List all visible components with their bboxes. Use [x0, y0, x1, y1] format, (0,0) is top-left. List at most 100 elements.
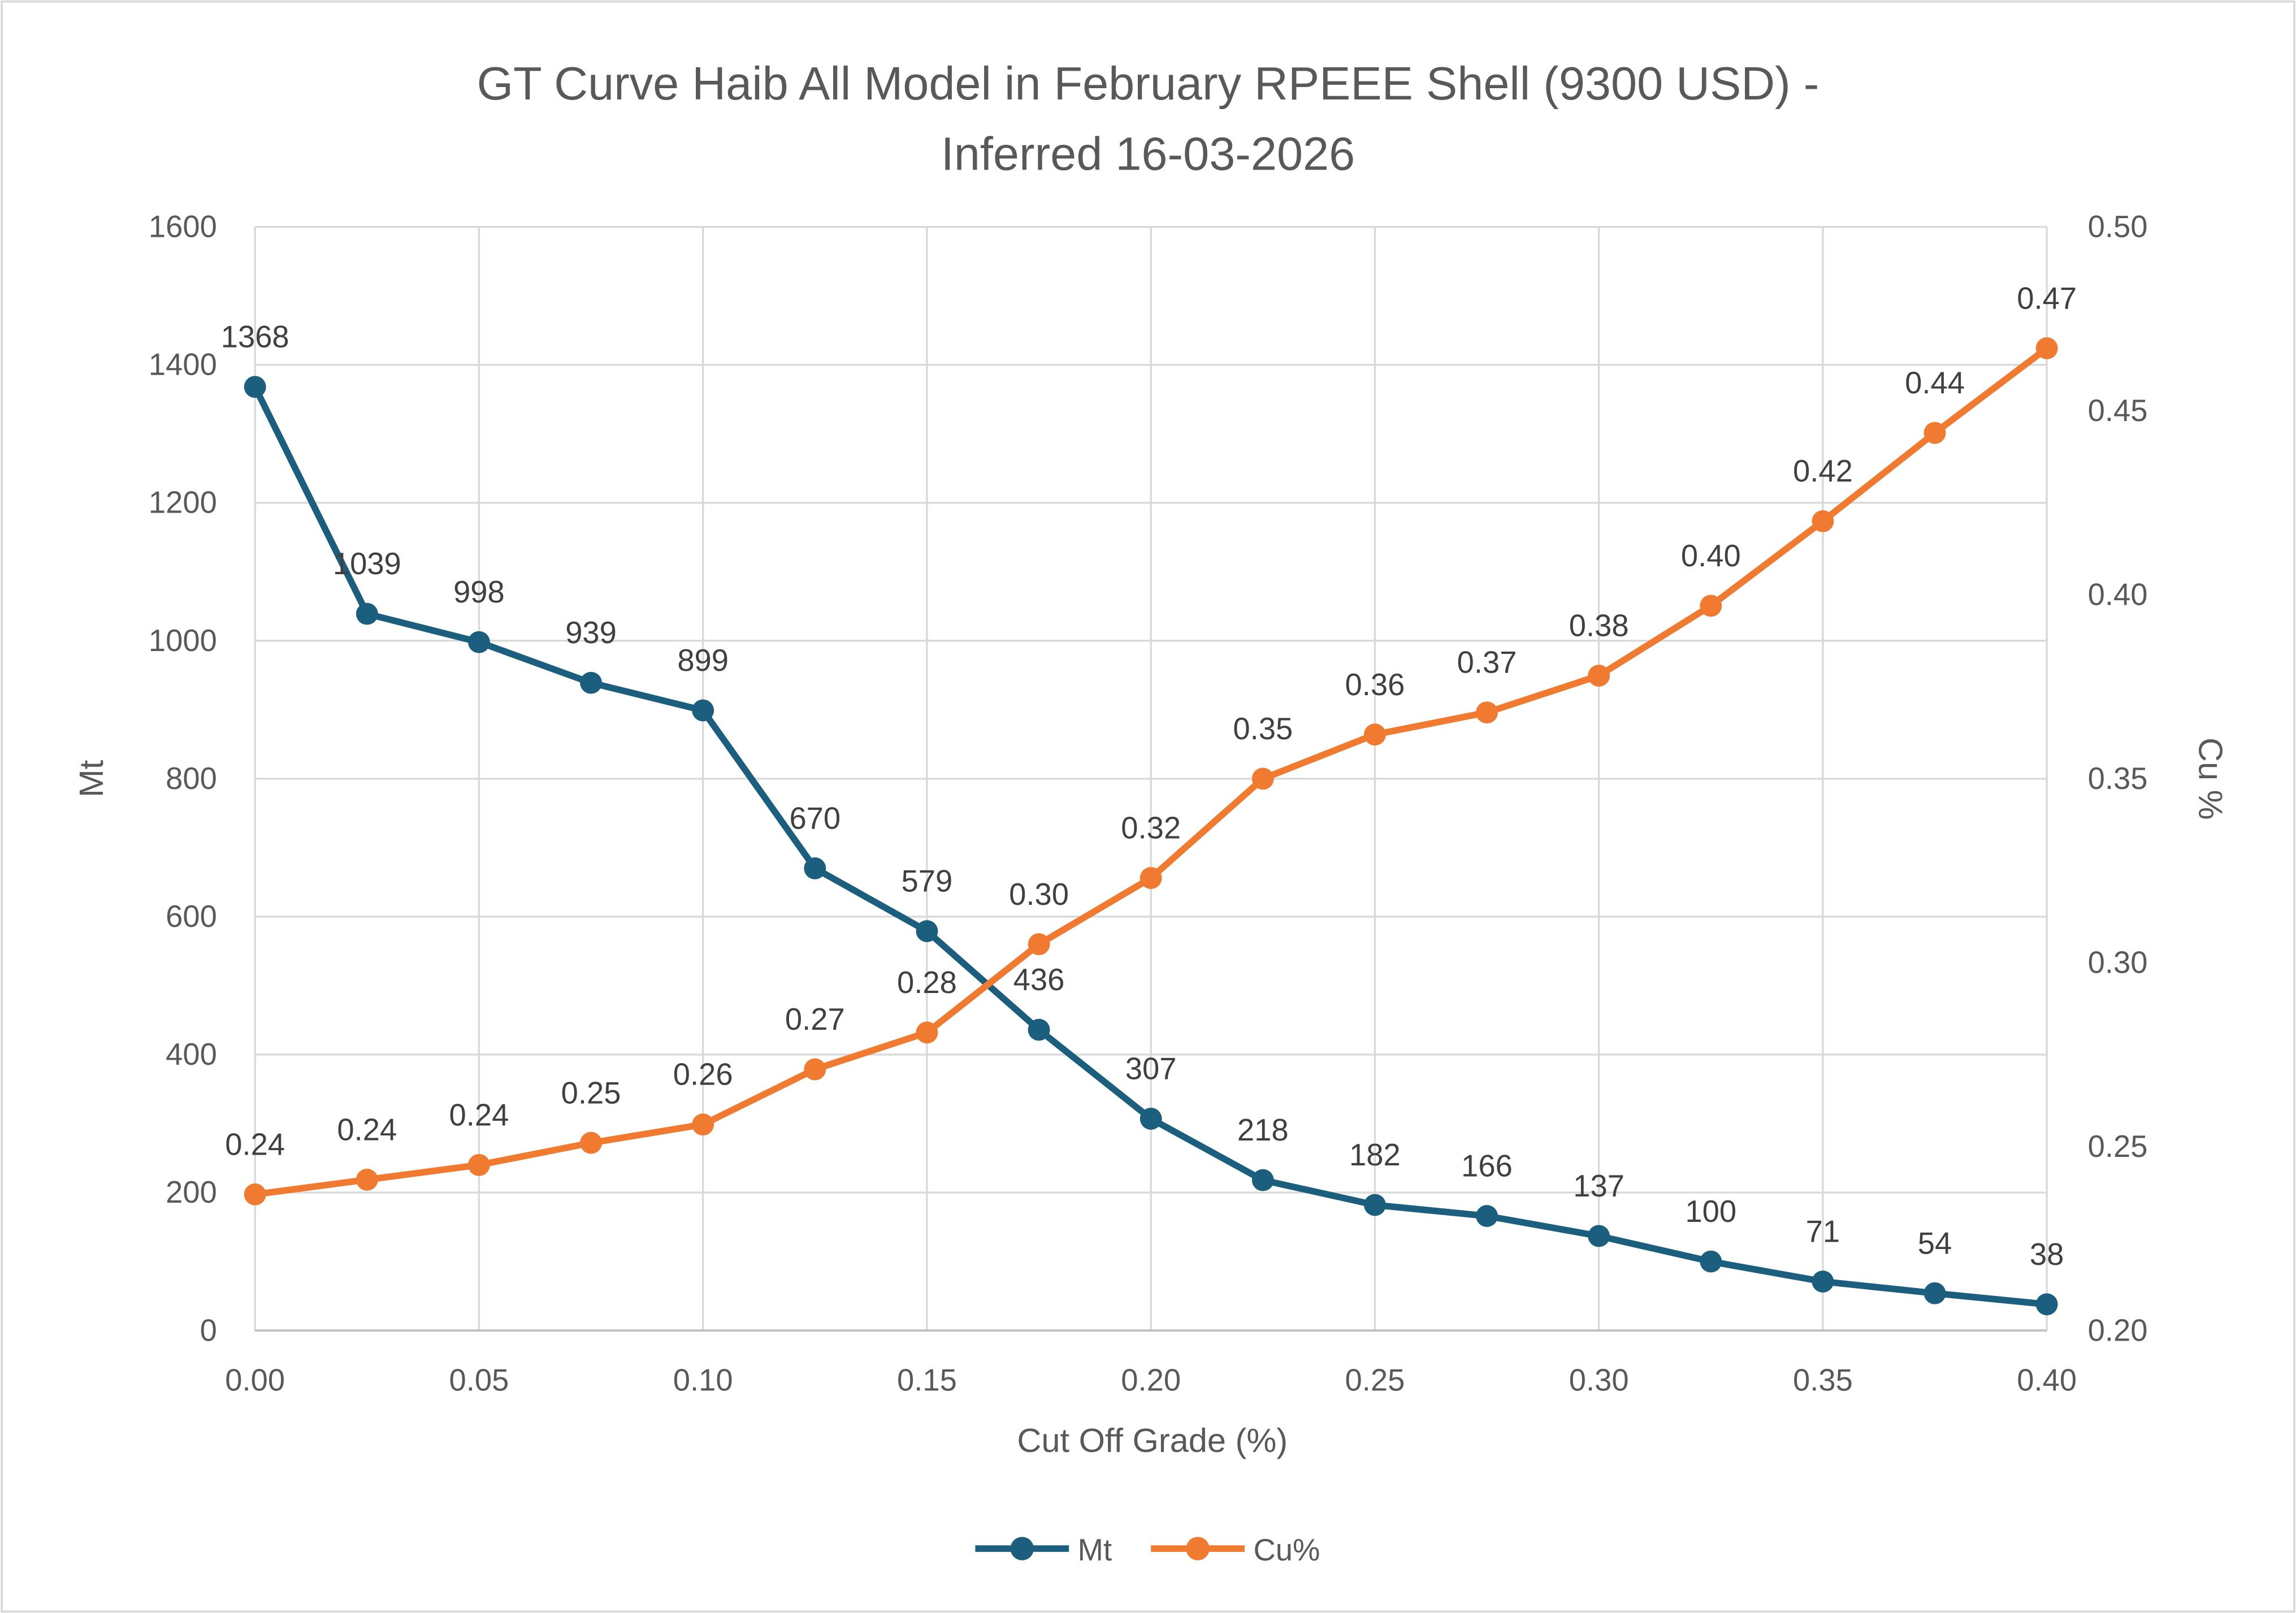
data-label-mt: 218 [1237, 1113, 1289, 1147]
data-point-mt [580, 671, 602, 694]
data-label-mt: 436 [1013, 962, 1065, 997]
data-label-cu: 0.40 [1681, 539, 1741, 573]
y-tick-label: 400 [166, 1037, 217, 1072]
gridlines [254, 226, 2048, 1332]
x-tick-label: 0.20 [1121, 1363, 1181, 1397]
data-point-mt [1700, 1250, 1722, 1273]
data-label-mt: 670 [789, 801, 841, 836]
legend-item-cu: Cu% [1151, 1533, 1320, 1567]
x-tick-label: 0.35 [1793, 1363, 1853, 1397]
data-label-mt: 1039 [333, 547, 401, 581]
data-point-cu [692, 1113, 714, 1136]
data-point-cu [580, 1131, 602, 1154]
y2-tick-label: 0.25 [2088, 1129, 2148, 1164]
y-tick-label: 200 [166, 1175, 217, 1209]
data-point-mt [804, 857, 826, 879]
data-label-cu: 0.35 [1233, 712, 1293, 746]
data-label-cu: 0.47 [2017, 281, 2077, 315]
data-point-cu [468, 1154, 490, 1176]
data-label-cu: 0.32 [1121, 811, 1181, 845]
data-label-mt: 182 [1349, 1138, 1401, 1172]
data-label-cu: 0.44 [1905, 366, 1965, 400]
legend-cu-marker [1186, 1537, 1210, 1560]
x-tick-label: 0.40 [2017, 1363, 2077, 1397]
data-point-cu [1812, 510, 1834, 532]
y2-tick-label: 0.50 [2088, 210, 2148, 244]
y2-tick-label: 0.35 [2088, 761, 2148, 796]
data-point-mt [1251, 1169, 1274, 1191]
data-label-mt: 939 [565, 615, 617, 650]
data-label-cu: 0.24 [449, 1098, 509, 1132]
data-point-cu [1924, 422, 1946, 444]
x-tick-label: 0.25 [1345, 1363, 1405, 1397]
data-point-cu [916, 1021, 938, 1044]
y2-axis-label: Cu % [2192, 738, 2230, 820]
data-point-cu [1028, 933, 1050, 956]
legend-item-mt: Mt [975, 1533, 1112, 1567]
data-label-cu: 0.26 [673, 1057, 733, 1092]
y-tick-label: 1000 [149, 623, 217, 658]
data-point-mt [916, 920, 938, 942]
legend-cu-label: Cu% [1253, 1533, 1320, 1567]
data-point-mt [1140, 1108, 1162, 1130]
data-point-cu [1700, 595, 1722, 617]
data-point-cu [1140, 867, 1162, 889]
x-tick-label: 0.05 [449, 1363, 509, 1397]
data-point-mt [1588, 1225, 1610, 1247]
data-label-cu: 0.42 [1793, 454, 1853, 488]
data-label-mt: 71 [1806, 1215, 1840, 1249]
data-label-cu: 0.24 [225, 1127, 285, 1161]
data-point-cu [1364, 723, 1386, 746]
data-label-cu: 0.38 [1569, 609, 1629, 643]
data-label-mt: 579 [902, 864, 953, 899]
x-tick-label: 0.15 [897, 1363, 957, 1397]
x-tick-label: 0.00 [225, 1363, 285, 1397]
data-label-cu: 0.25 [561, 1076, 621, 1110]
x-axis-label: Cut Off Grade (%) [1017, 1421, 1288, 1459]
data-label-cu: 0.28 [897, 965, 957, 1000]
data-point-mt [2035, 1293, 2058, 1316]
y-tick-label: 0 [200, 1313, 217, 1347]
data-label-cu: 0.27 [785, 1002, 845, 1037]
data-point-cu [1588, 665, 1610, 687]
data-point-cu [804, 1058, 826, 1081]
data-label-mt: 1368 [221, 320, 289, 354]
data-label-mt: 100 [1685, 1194, 1736, 1229]
y2-tick-label: 0.30 [2088, 945, 2148, 979]
data-label-cu: 0.24 [337, 1112, 397, 1147]
data-point-mt [468, 631, 490, 653]
data-label-mt: 54 [1918, 1226, 1952, 1260]
data-label-mt: 899 [677, 643, 729, 678]
y2-tick-label: 0.45 [2088, 393, 2148, 428]
data-point-cu [244, 1183, 266, 1206]
legend-mt-marker [1010, 1537, 1034, 1560]
data-point-mt [1028, 1018, 1050, 1041]
data-point-mt [244, 376, 266, 398]
y-tick-label: 1600 [149, 210, 217, 244]
data-point-mt [1476, 1205, 1498, 1227]
chart-title-line-1: GT Curve Haib All Model in February RPEE… [477, 57, 1820, 110]
data-label-mt: 998 [453, 575, 505, 609]
data-label-cu: 0.36 [1345, 667, 1405, 702]
data-point-mt [1364, 1194, 1386, 1216]
data-label-mt: 137 [1573, 1169, 1624, 1203]
y-tick-label: 1200 [149, 485, 217, 520]
data-point-cu [356, 1168, 378, 1191]
chart-title-line-2: Inferred 16-03-2026 [941, 127, 1355, 180]
data-label-mt: 307 [1125, 1052, 1177, 1086]
data-point-mt [692, 699, 714, 722]
y2-tick-label: 0.40 [2088, 577, 2148, 612]
y-axis-label: Mt [72, 760, 110, 797]
y-tick-label: 1400 [149, 348, 217, 382]
data-label-cu: 0.30 [1009, 877, 1069, 912]
data-label-mt: 38 [2030, 1237, 2064, 1272]
tick-labels: 0 200 400 600 800 1000 1200 1400 1600 0.00 0.05 0.1… [149, 210, 2148, 1398]
y-tick-label: 600 [166, 899, 217, 934]
y-tick-label: 800 [166, 761, 217, 796]
x-tick-label: 0.10 [673, 1363, 733, 1397]
data-point-mt [356, 602, 378, 625]
data-point-cu [1251, 768, 1274, 790]
data-point-mt [1924, 1282, 1946, 1304]
